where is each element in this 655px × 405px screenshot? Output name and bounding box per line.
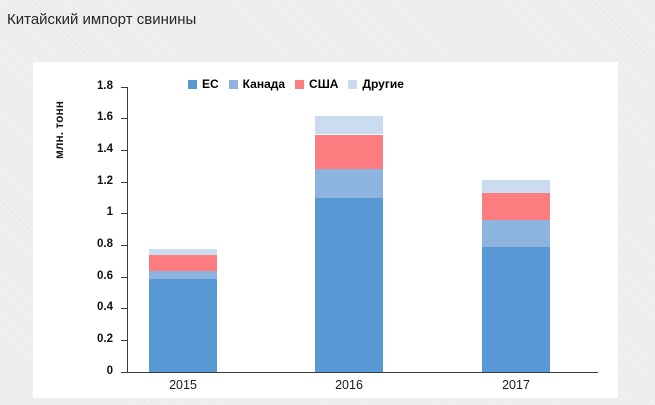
bar-segment-ЕС-2016: [315, 197, 383, 372]
legend-item-Другие: Другие: [348, 77, 404, 91]
y-tick: [121, 213, 127, 215]
x-category-label-2017: 2017: [502, 378, 530, 392]
y-tick-label: 0.8: [97, 237, 113, 250]
y-tick: [121, 86, 127, 88]
chart-legend: ЕС Канада США Другие: [188, 77, 414, 91]
bar-segment-Другие-2016: [315, 115, 383, 135]
legend-swatch-ЕС: [188, 79, 197, 89]
legend-swatch-Другие: [348, 79, 358, 89]
bar-segment-Канада-2015: [149, 270, 217, 279]
bar-segment-Канада-2017: [482, 220, 550, 247]
bar-segment-Другие-2017: [482, 180, 550, 194]
legend-label-Канада: Канада: [242, 77, 286, 91]
legend-label-США: США: [309, 77, 339, 91]
bar-segment-Другие-2015: [149, 248, 217, 255]
legend-swatch-США: [295, 79, 305, 89]
y-tick-label: 0: [106, 364, 113, 377]
legend-label-ЕС: ЕС: [202, 77, 219, 91]
y-tick-label: 1.8: [97, 79, 113, 92]
chart-panel: ЕС Канада США Другие млн. тонн 0 0.2 0.4 0.6 0.…: [33, 62, 618, 398]
x-category-label-2016: 2016: [335, 378, 363, 392]
y-tick: [121, 308, 127, 310]
bar-segment-США-2016: [315, 134, 383, 170]
bar-segment-США-2015: [149, 254, 217, 271]
legend-item-ЕС: ЕС: [188, 77, 219, 91]
y-tick: [121, 276, 127, 278]
legend-item-США: США: [295, 77, 338, 91]
y-tick: [121, 244, 127, 246]
x-axis-line: [127, 372, 598, 373]
y-tick-label: 1.4: [97, 142, 113, 155]
y-tick-label: 1.2: [97, 174, 113, 187]
y-tick: [121, 371, 127, 373]
y-tick-label: 1: [106, 206, 113, 219]
bar-segment-ЕС-2017: [482, 246, 550, 372]
plot-area: 0 0.2 0.4 0.6 0.8 1 1.2 1.4 1.6 1.8 2015 2016 2017: [33, 62, 618, 398]
y-axis-line: [127, 87, 128, 373]
y-tick-label: 0.6: [97, 269, 113, 282]
y-tick: [121, 339, 127, 341]
legend-item-Канада: Канада: [228, 77, 286, 91]
y-tick: [121, 149, 127, 151]
bar-segment-Канада-2016: [315, 169, 383, 198]
y-tick-label: 0.2: [97, 332, 113, 345]
bar-segment-ЕС-2015: [149, 278, 217, 372]
y-tick-label: 1.6: [97, 111, 113, 124]
y-tick: [121, 118, 127, 120]
legend-swatch-Канада: [228, 79, 238, 89]
legend-label-Другие: Другие: [362, 77, 404, 91]
page-title: Китайский импорт свинины: [7, 11, 197, 28]
x-category-label-2015: 2015: [169, 378, 197, 392]
bar-segment-США-2017: [482, 193, 550, 220]
y-tick-label: 0.4: [97, 301, 113, 314]
y-tick: [121, 181, 127, 183]
